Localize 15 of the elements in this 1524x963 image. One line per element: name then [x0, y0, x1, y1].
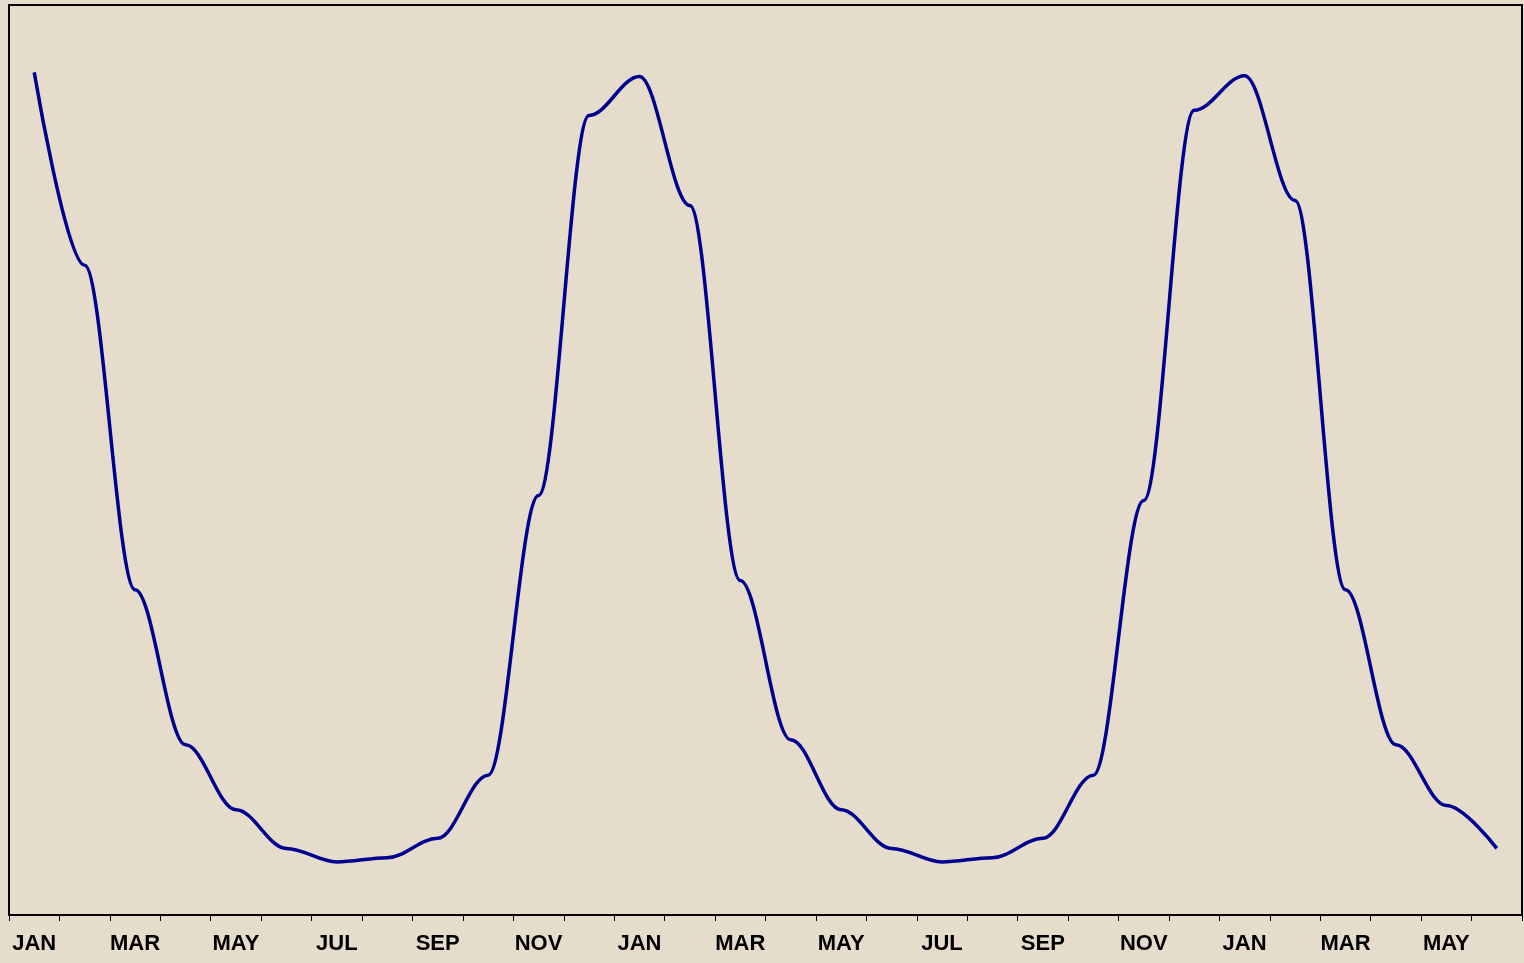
x-tick-label: JUL	[921, 929, 963, 955]
x-tick-label: MAY	[212, 929, 260, 955]
x-tick-label: SEP	[415, 929, 460, 955]
x-tick-label: NOV	[1119, 929, 1168, 955]
x-tick-label: JAN	[1222, 929, 1267, 955]
x-tick-label: NOV	[514, 929, 563, 955]
x-tick-label: JAN	[12, 929, 57, 955]
x-tick-label: JAN	[617, 929, 662, 955]
x-tick-label: MAY	[1422, 929, 1471, 955]
x-tick-label: MAR	[1320, 929, 1371, 955]
x-tick-label: MAR	[715, 929, 766, 955]
x-tick-label: SEP	[1020, 929, 1065, 955]
x-tick-label: JUL	[316, 929, 358, 955]
x-tick-label: MAR	[110, 929, 161, 955]
x-tick-label: MAY	[817, 929, 865, 955]
